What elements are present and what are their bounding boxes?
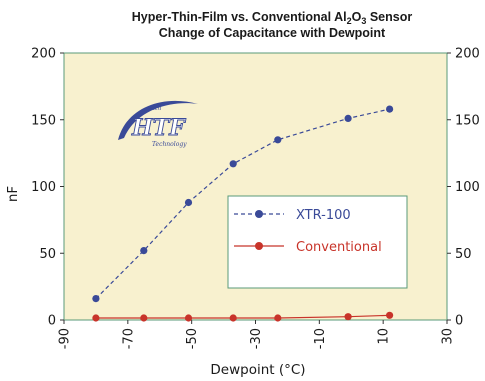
data-point-xtr-100 bbox=[140, 247, 148, 255]
series-layer bbox=[92, 105, 394, 322]
data-point-xtr-100 bbox=[92, 295, 100, 303]
x-tick-label: -90 bbox=[58, 328, 73, 349]
x-axis-label: Dewpoint (°C) bbox=[210, 362, 305, 378]
y-tick-left-label: 0 bbox=[48, 314, 56, 329]
legend-label-conventional: Conventional bbox=[296, 240, 382, 255]
y-tick-left-label: 150 bbox=[31, 113, 56, 128]
data-point-conventional bbox=[386, 311, 394, 319]
data-point-conventional bbox=[229, 314, 237, 322]
htf-logo: with HTF Technology bbox=[118, 100, 198, 148]
x-tick-label: 30 bbox=[441, 328, 456, 345]
legend: XTR-100 Conventional bbox=[227, 195, 408, 289]
y-axis-left: 0 50 100 150 200 bbox=[31, 47, 64, 329]
y-axis-label: nF bbox=[5, 186, 21, 202]
logo-top-text: with bbox=[148, 105, 161, 112]
series-conventional bbox=[92, 311, 394, 322]
y-tick-left-label: 50 bbox=[39, 247, 56, 262]
logo-main-text: HTF bbox=[131, 115, 186, 141]
series-xtr-100 bbox=[92, 105, 394, 303]
x-tick-label: -10 bbox=[313, 328, 328, 349]
x-tick-label: -70 bbox=[121, 328, 136, 349]
y-tick-right-label: 200 bbox=[455, 47, 480, 62]
y-axis-right: 0 50 100 150 200 bbox=[447, 47, 480, 329]
x-tick-label: 10 bbox=[377, 328, 392, 345]
data-point-xtr-100 bbox=[386, 105, 394, 113]
chart-title-line1: Hyper-Thin-Film vs. Conventional Al2O3 S… bbox=[132, 10, 413, 26]
y-tick-right-label: 150 bbox=[455, 113, 480, 128]
legend-marker-conventional bbox=[255, 242, 263, 250]
y-tick-right-label: 50 bbox=[455, 247, 472, 262]
data-point-xtr-100 bbox=[229, 160, 237, 168]
data-point-conventional bbox=[184, 314, 193, 322]
y-tick-right-label: 0 bbox=[455, 314, 463, 329]
x-tick-label: -30 bbox=[249, 328, 264, 349]
x-tick-label: -50 bbox=[185, 328, 200, 349]
logo-bottom-text: Technology bbox=[152, 141, 187, 148]
y-tick-right-label: 100 bbox=[455, 180, 480, 195]
data-point-xtr-100 bbox=[184, 198, 193, 207]
legend-marker-xtr-100 bbox=[255, 210, 263, 218]
data-point-conventional bbox=[344, 313, 352, 321]
logo-swoosh-icon bbox=[118, 100, 198, 140]
legend-label-xtr-100: XTR-100 bbox=[296, 208, 351, 223]
y-tick-left-label: 200 bbox=[31, 47, 56, 62]
y-tick-left-label: 100 bbox=[31, 180, 56, 195]
data-point-conventional bbox=[92, 314, 100, 322]
chart-title-line2: Change of Capacitance with Dewpoint bbox=[159, 26, 386, 40]
data-point-xtr-100 bbox=[274, 136, 282, 144]
data-point-conventional bbox=[274, 314, 282, 322]
x-axis: -90 -70 -50 -30 -10 10 30 bbox=[58, 320, 456, 349]
data-point-xtr-100 bbox=[344, 114, 352, 122]
data-point-conventional bbox=[140, 314, 148, 322]
